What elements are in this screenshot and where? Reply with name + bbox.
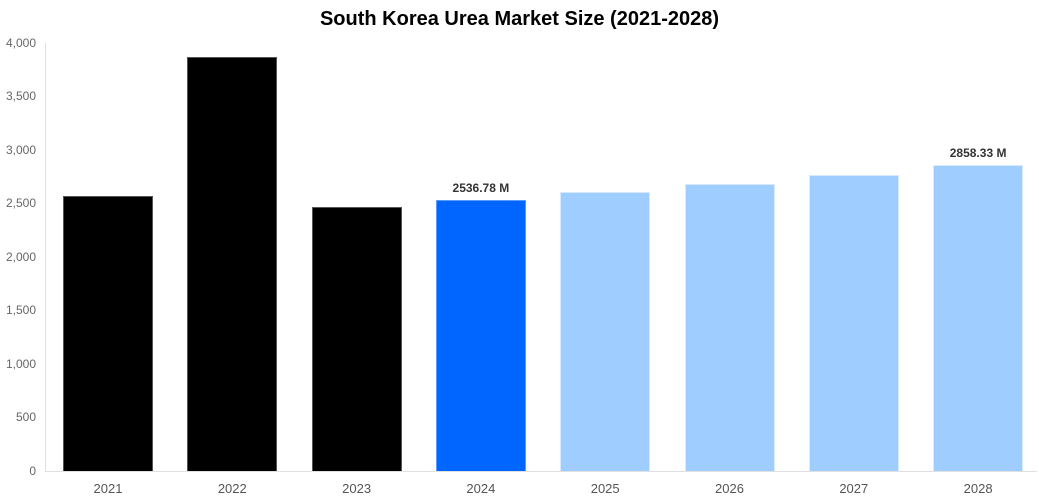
x-tick: 2023 (342, 481, 372, 496)
y-tick: 3,000 (5, 143, 36, 157)
x-tick: 2022 (217, 481, 247, 496)
chart-title: South Korea Urea Market Size (2021-2028) (319, 8, 720, 30)
x-tick: 2027 (839, 481, 869, 496)
bar-2027 (808, 175, 899, 471)
x-tick: 2025 (590, 481, 620, 496)
y-tick: 4,000 (5, 36, 36, 50)
data-label-2028: 2858.33 M (949, 146, 1007, 161)
y-tick: 500 (15, 410, 36, 424)
y-tick: 2,500 (5, 196, 36, 210)
x-tick: 2026 (715, 481, 744, 496)
bar-2025 (560, 192, 651, 471)
bar-2028 (933, 165, 1024, 471)
x-tick: 2024 (466, 481, 496, 496)
bar-2023 (311, 207, 402, 471)
bar-2026 (684, 184, 775, 471)
y-tick: 0 (29, 464, 36, 478)
data-label-2024: 2536.78 M (452, 180, 510, 195)
bar-2022 (187, 57, 278, 471)
x-tick: 2028 (963, 481, 993, 496)
y-tick: 1,000 (5, 357, 36, 371)
y-tick: 1,500 (5, 303, 36, 317)
bar-2021 (63, 196, 153, 471)
y-axis-line (45, 43, 46, 471)
x-tick: 2021 (93, 481, 123, 496)
y-tick: 2,000 (5, 250, 36, 264)
bar-2024 (435, 199, 526, 471)
y-tick: 3,500 (5, 89, 36, 103)
x-axis-line (45, 471, 1037, 472)
